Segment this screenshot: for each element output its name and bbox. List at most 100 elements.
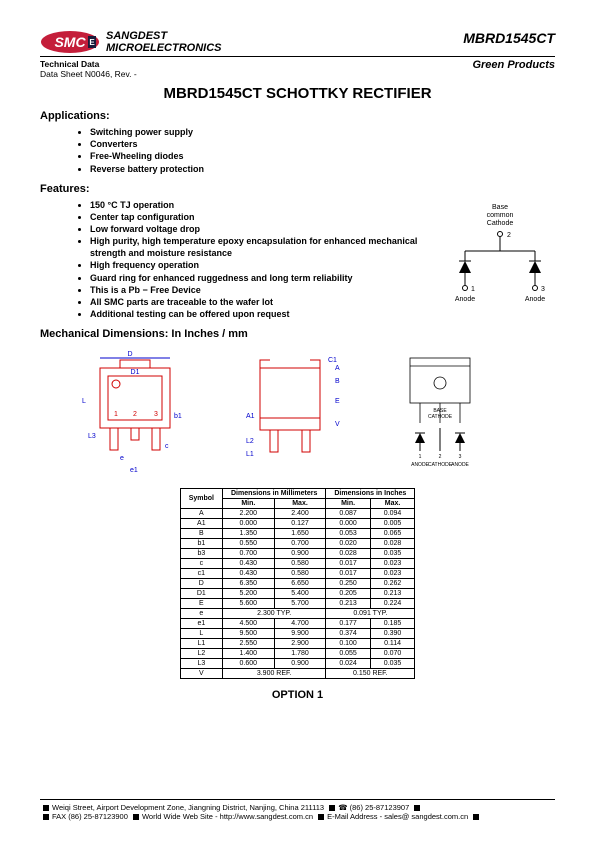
cell-symbol: E	[180, 599, 222, 609]
cell-value: 2.900	[274, 639, 326, 649]
cell-value: 0.000	[222, 519, 274, 529]
svg-text:ANODE: ANODE	[451, 462, 469, 468]
cell-value: 0.213	[326, 599, 370, 609]
col-max-in: Max.	[370, 499, 414, 509]
table-row: e2.300 TYP.0.091 TYP.	[180, 609, 415, 619]
cell-symbol: B	[180, 529, 222, 539]
svg-text:L3: L3	[88, 433, 96, 440]
cell-value: 0.600	[222, 659, 274, 669]
company-line2: MICROELECTRONICS	[106, 42, 222, 54]
list-item: Additional testing can be offered upon r…	[90, 308, 435, 320]
company-line1: SANGDEST	[106, 30, 222, 42]
logo-block: SMC E SANGDEST MICROELECTRONICS	[40, 30, 222, 54]
cell-value: 9.900	[274, 629, 326, 639]
applications-list: Switching power supply Converters Free-W…	[90, 126, 555, 175]
cell-symbol: L	[180, 629, 222, 639]
cell-value: 0.580	[274, 569, 326, 579]
cell-value: 0.430	[222, 559, 274, 569]
svg-text:D: D	[127, 351, 132, 358]
col-symbol: Symbol	[180, 489, 222, 509]
cell-value: 9.500	[222, 629, 274, 639]
cell-value: 0.023	[370, 559, 414, 569]
cell-value: 0.224	[370, 599, 414, 609]
table-row: E5.6005.7000.2130.224	[180, 599, 415, 609]
list-item: 150 °C TJ operation	[90, 199, 435, 211]
svg-text:C1: C1	[328, 357, 337, 364]
cell-value: 5.200	[222, 589, 274, 599]
svg-text:1: 1	[419, 454, 422, 460]
cell-value: 0.177	[326, 619, 370, 629]
svg-text:L: L	[82, 398, 86, 405]
footer-web: World Wide Web Site - http://www.sangdes…	[142, 812, 313, 821]
table-row: L21.4001.7800.0550.070	[180, 649, 415, 659]
cell-value: 0.023	[370, 569, 414, 579]
svg-text:L2: L2	[246, 438, 254, 445]
cell-value: 1.350	[222, 529, 274, 539]
cell-value: 0.035	[370, 659, 414, 669]
cell-value: 0.150 REF.	[326, 669, 415, 679]
list-item: Reverse battery protection	[90, 163, 555, 175]
cell-value: 0.017	[326, 559, 370, 569]
cell-value: 0.005	[370, 519, 414, 529]
cell-value: 6.650	[274, 579, 326, 589]
cell-value: 0.580	[274, 559, 326, 569]
cell-value: 5.700	[274, 599, 326, 609]
company-logo: SMC E	[40, 30, 100, 54]
svg-text:e: e	[120, 455, 124, 462]
cell-symbol: V	[180, 669, 222, 679]
cell-symbol: D	[180, 579, 222, 589]
mechanical-drawings: D D1 L L3 1 2 3 b1 e e1 c C1 A B A1 E	[70, 348, 555, 478]
cell-value: 0.070	[370, 649, 414, 659]
table-row: B1.3501.6500.0530.065	[180, 529, 415, 539]
list-item: Converters	[90, 138, 555, 150]
cell-symbol: b1	[180, 539, 222, 549]
dimensions-table: Symbol Dimensions in Millimeters Dimensi…	[180, 488, 416, 679]
table-row: e14.5004.7000.1770.185	[180, 619, 415, 629]
svg-text:SMC: SMC	[54, 34, 86, 50]
svg-text:CATHODE: CATHODE	[428, 414, 453, 420]
cell-value: 4.500	[222, 619, 274, 629]
list-item: Switching power supply	[90, 126, 555, 138]
list-item: All SMC parts are traceable to the wafer…	[90, 296, 435, 308]
cell-value: 6.350	[222, 579, 274, 589]
circuit-diagram: BasecommonCathode 2 1 Anode 3 Anode	[445, 199, 555, 311]
cell-symbol: c1	[180, 569, 222, 579]
cell-symbol: L3	[180, 659, 222, 669]
svg-text:c: c	[165, 443, 169, 450]
cell-value: 0.087	[326, 509, 370, 519]
footer-email: E-Mail Address - sales@ sangdest.com.cn	[327, 812, 468, 821]
svg-text:b1: b1	[174, 413, 182, 420]
cell-value: 0.700	[274, 539, 326, 549]
svg-text:e1: e1	[130, 467, 138, 474]
svg-text:V: V	[335, 421, 340, 428]
cell-value: 0.028	[326, 549, 370, 559]
footer-addr: Weiqi Street, Airport Development Zone, …	[52, 803, 324, 812]
cell-value: 1.780	[274, 649, 326, 659]
svg-text:3: 3	[154, 411, 158, 418]
table-row: L12.5502.9000.1000.114	[180, 639, 415, 649]
footer-phone: (86) 25-87123907	[350, 803, 410, 812]
features-heading: Features:	[40, 183, 555, 195]
features-list: 150 °C TJ operation Center tap configura…	[90, 199, 435, 320]
table-header-row: Symbol Dimensions in Millimeters Dimensi…	[180, 489, 415, 499]
cell-symbol: b3	[180, 549, 222, 559]
cell-symbol: A1	[180, 519, 222, 529]
technical-data-block: Technical Data Data Sheet N0046, Rev. -	[40, 59, 137, 79]
col-max-mm: Max.	[274, 499, 326, 509]
col-group-in: Dimensions in Inches	[326, 489, 415, 499]
cell-value: 0.114	[370, 639, 414, 649]
cell-symbol: e1	[180, 619, 222, 629]
svg-text:1: 1	[471, 286, 475, 293]
cell-value: 3.900 REF.	[222, 669, 325, 679]
cell-symbol: L2	[180, 649, 222, 659]
svg-text:E: E	[335, 398, 340, 405]
svg-text:2: 2	[439, 454, 442, 460]
cell-value: 0.020	[326, 539, 370, 549]
svg-text:Anode: Anode	[455, 296, 475, 303]
cell-value: 0.017	[326, 569, 370, 579]
list-item: This is a Pb − Free Device	[90, 284, 435, 296]
cell-value: 4.700	[274, 619, 326, 629]
package-top-view: D D1 L L3 1 2 3 b1 e e1 c	[70, 348, 210, 478]
page-header: SMC E SANGDEST MICROELECTRONICS MBRD1545…	[40, 30, 555, 57]
table-row: b10.5500.7000.0200.028	[180, 539, 415, 549]
